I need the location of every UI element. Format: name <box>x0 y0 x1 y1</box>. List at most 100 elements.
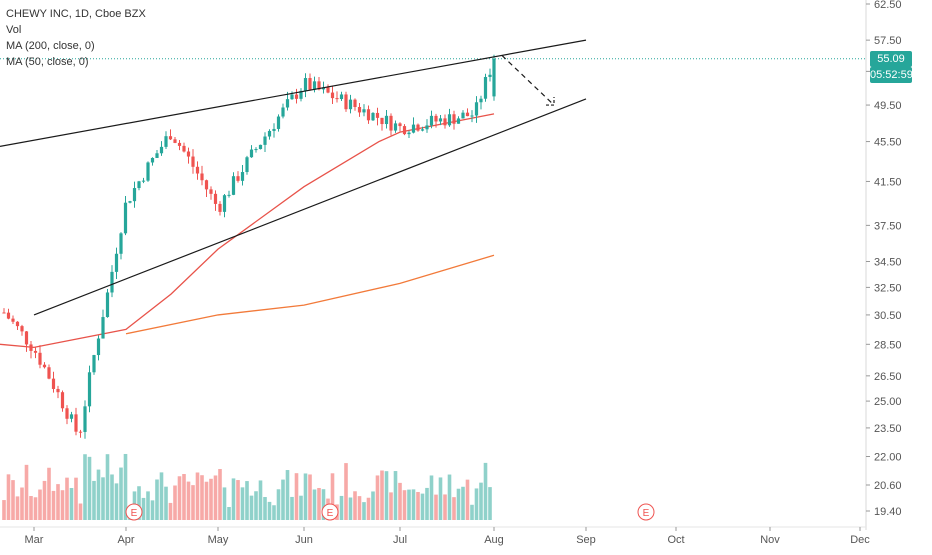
candle-body <box>245 157 249 173</box>
volume-bar <box>186 481 191 520</box>
time-tick-label: Apr <box>117 534 134 546</box>
volume-bar <box>33 497 38 520</box>
price-tick-label: 41.50 <box>874 176 902 188</box>
candle-body <box>362 109 366 113</box>
volume-bar <box>177 476 182 520</box>
candle-body <box>447 114 452 126</box>
volume-bar <box>123 453 128 520</box>
candle-body <box>492 58 496 97</box>
volume-bar <box>56 484 60 520</box>
candle-body <box>389 115 393 131</box>
volume-bar <box>317 487 321 520</box>
volume-bar <box>461 486 465 520</box>
candle-body <box>42 364 47 368</box>
volume-bar <box>150 500 155 520</box>
volume-bar <box>425 487 429 520</box>
volume-bar <box>375 475 380 520</box>
trendline[interactable] <box>0 39 587 147</box>
earnings-event-label: E <box>643 508 650 519</box>
volume-bar <box>29 496 33 520</box>
volume-bar <box>182 474 186 520</box>
volume-bar <box>110 474 114 520</box>
candles <box>2 54 496 439</box>
candle-body <box>375 112 380 118</box>
volume-bar <box>456 488 461 520</box>
price-tick-label: 26.50 <box>874 371 902 383</box>
candle-body <box>272 128 276 131</box>
candle-body <box>191 156 195 167</box>
volume-bar <box>294 473 299 520</box>
volume-bar <box>51 490 56 520</box>
volume-bar <box>159 472 164 520</box>
volume-bar <box>429 475 434 520</box>
volume-bar <box>137 486 141 520</box>
price-tick-label: 28.50 <box>874 339 902 351</box>
volume-bar <box>258 480 263 520</box>
candle-body <box>186 151 191 157</box>
candle-body <box>101 317 105 339</box>
legend: CHEWY INC, 1D, Cboe BZX Vol MA (200, clo… <box>6 6 146 70</box>
candle-body <box>231 176 236 195</box>
candle-body <box>425 125 429 130</box>
volume-bar <box>155 479 159 520</box>
last-price-tag: 55.09 <box>870 50 912 67</box>
price-tick-label: 34.50 <box>874 257 902 269</box>
candle-body <box>353 99 357 107</box>
volume-bar <box>276 489 281 520</box>
candle-body <box>204 180 209 190</box>
price-tick-label: 22.00 <box>874 451 902 463</box>
candle-body <box>420 129 425 131</box>
earnings-event-icon[interactable] <box>321 503 339 521</box>
volume-bar <box>146 491 150 520</box>
candle-body <box>393 123 398 131</box>
volume-bar <box>438 477 443 520</box>
price-tick-label: 20.60 <box>874 480 902 492</box>
candle-body <box>299 90 303 99</box>
ma-lines <box>0 113 495 349</box>
candle-body <box>384 115 389 125</box>
volume-bar <box>101 477 105 520</box>
candle-body <box>281 107 285 117</box>
volume-bar <box>245 481 249 520</box>
ma50-line <box>0 113 495 349</box>
volume-bar <box>38 489 42 520</box>
price-tick-label: 32.50 <box>874 282 902 294</box>
trendlines[interactable] <box>0 39 587 316</box>
candle-body <box>146 162 150 181</box>
candle-body <box>434 115 438 122</box>
projection-arrow[interactable] <box>501 55 555 106</box>
volume-bar <box>204 481 209 520</box>
candle-body <box>47 367 51 379</box>
volume-bar <box>267 501 272 520</box>
volume-bar <box>209 478 213 520</box>
trendline[interactable] <box>33 98 587 316</box>
candle-body <box>456 118 461 124</box>
volume-bar <box>339 495 344 520</box>
candle-body <box>168 136 173 140</box>
candle-body <box>438 118 443 122</box>
candle-body <box>411 124 416 133</box>
candle-body <box>119 233 123 254</box>
volume-bar <box>222 487 227 520</box>
candle-body <box>483 76 488 99</box>
volume-bar <box>105 454 110 520</box>
earnings-event-icon[interactable] <box>637 503 655 521</box>
volume-bar <box>362 502 366 520</box>
candle-body <box>452 114 456 124</box>
candle-body <box>416 124 420 131</box>
candle-body <box>470 115 474 117</box>
candle-body <box>182 145 186 152</box>
volume-bar <box>285 470 290 520</box>
candle-body <box>173 139 177 143</box>
earnings-event-icon[interactable] <box>125 503 143 521</box>
price-tick-label: 30.50 <box>874 310 902 322</box>
candle-body <box>155 153 159 158</box>
volume-bar <box>42 480 47 520</box>
price-tick-label: 37.50 <box>874 220 902 232</box>
candle-body <box>321 87 326 90</box>
axes: 62.5057.5053.5049.5045.5041.5037.5034.50… <box>0 0 902 546</box>
time-tick-label: Jun <box>295 534 313 546</box>
volume-bar <box>452 497 456 520</box>
